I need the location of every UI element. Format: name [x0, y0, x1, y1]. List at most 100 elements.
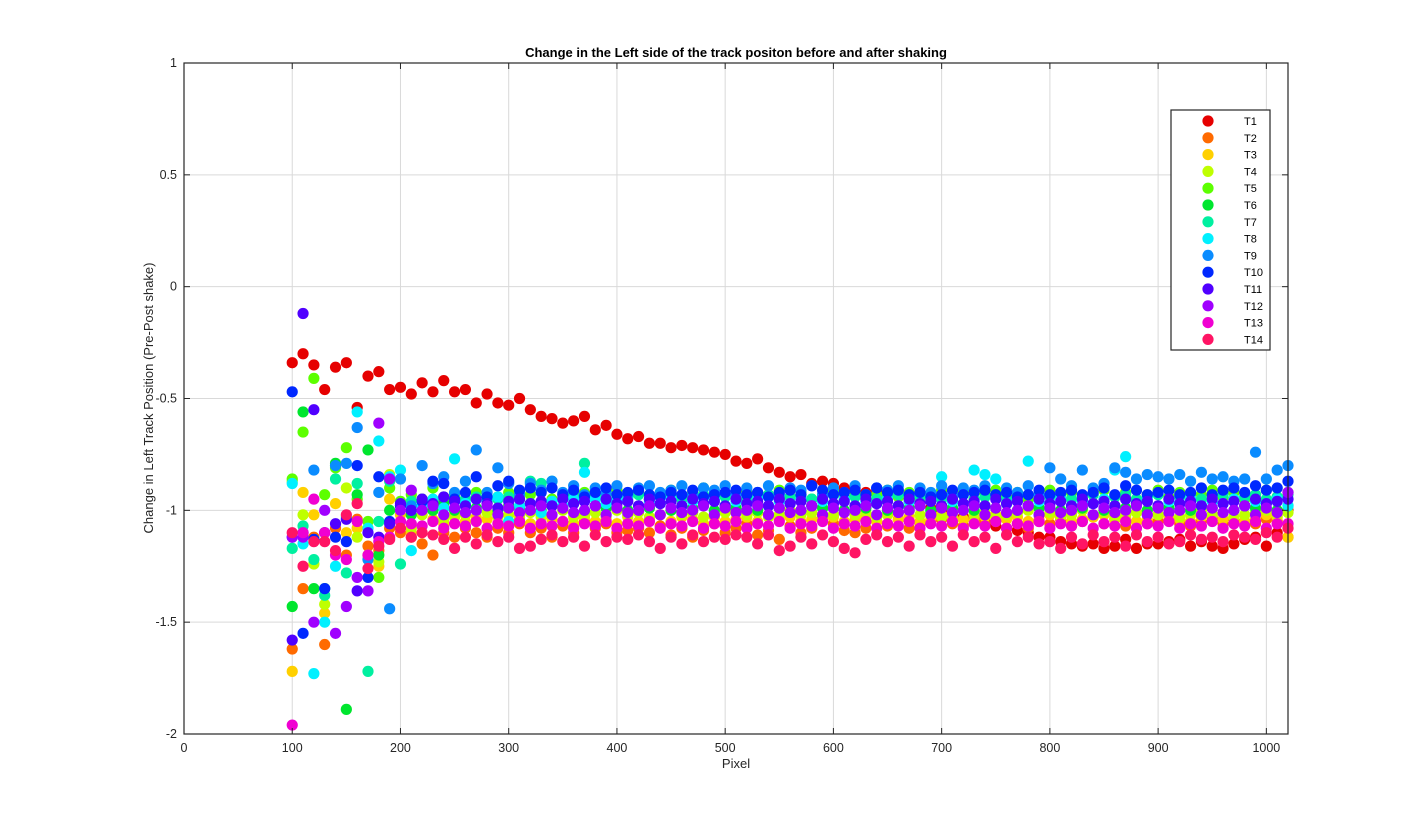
data-point [1011, 536, 1024, 548]
data-point [351, 585, 363, 597]
data-point [1152, 531, 1164, 543]
data-point [643, 527, 656, 539]
data-point [492, 397, 504, 409]
data-point [1217, 484, 1229, 496]
data-point [362, 527, 374, 539]
data-point [687, 493, 699, 505]
data-point [1239, 473, 1251, 485]
data-point [1260, 473, 1272, 485]
data-point [319, 638, 331, 651]
data-point [524, 504, 536, 516]
data-point [676, 439, 688, 452]
data-point [1098, 518, 1110, 530]
data-point [752, 453, 764, 465]
legend-label: T1 [1244, 116, 1257, 128]
data-point [622, 486, 634, 499]
legend-entry-t2: T2 [1202, 132, 1257, 145]
data-point [1130, 542, 1143, 554]
data-point [1217, 471, 1229, 483]
data-point [297, 406, 309, 418]
data-point [1033, 484, 1045, 496]
data-point [535, 533, 547, 546]
data-point [773, 493, 785, 505]
legend-label: T7 [1244, 217, 1257, 229]
data-point [524, 522, 536, 534]
data-point [1217, 522, 1229, 534]
data-point [297, 583, 309, 595]
data-point [470, 493, 482, 505]
legend-label: T9 [1244, 250, 1257, 262]
legend-entry-t13: T13 [1202, 317, 1263, 330]
data-point [589, 529, 601, 541]
series-t14 [286, 498, 1294, 575]
data-point [557, 515, 569, 528]
legend-marker [1202, 233, 1214, 245]
data-point [925, 509, 937, 521]
legend-label: T2 [1244, 133, 1257, 145]
data-point [816, 493, 829, 505]
data-point [1195, 509, 1208, 521]
data-point [1152, 520, 1164, 532]
data-point [459, 383, 472, 396]
data-point [914, 509, 926, 521]
data-point [1044, 522, 1056, 534]
data-point [373, 549, 385, 561]
data-point [1022, 520, 1034, 532]
data-point [362, 562, 374, 575]
data-point [1087, 509, 1099, 521]
data-point [979, 509, 991, 521]
data-point [1217, 506, 1229, 519]
data-point [308, 372, 320, 384]
legend-marker [1202, 149, 1214, 161]
data-point [827, 536, 840, 548]
data-point [470, 444, 482, 456]
data-point [568, 498, 580, 510]
data-point [459, 486, 472, 499]
data-point [1120, 493, 1132, 505]
data-point [968, 500, 980, 512]
data-point [427, 549, 439, 561]
data-point [373, 515, 385, 528]
data-point [892, 484, 904, 496]
data-point [990, 542, 1002, 554]
data-point [438, 491, 450, 503]
data-point [936, 489, 948, 501]
data-point [1239, 520, 1251, 532]
data-point [578, 504, 591, 516]
data-point [513, 392, 526, 405]
data-point [297, 426, 309, 438]
data-point [1076, 538, 1088, 550]
data-point [860, 500, 872, 512]
data-point [881, 536, 894, 548]
data-point [362, 571, 374, 584]
data-point [1000, 498, 1013, 510]
data-point [438, 533, 450, 546]
data-point [416, 538, 428, 550]
data-point [394, 504, 407, 516]
data-point [319, 607, 331, 619]
data-point [308, 509, 320, 521]
data-point [708, 446, 720, 458]
data-point [990, 502, 1002, 514]
data-point [1228, 495, 1240, 507]
data-point [632, 484, 645, 496]
data-point [1271, 518, 1283, 530]
legend-entry-t14: T14 [1202, 333, 1263, 346]
data-point [1228, 504, 1240, 516]
data-point [1195, 520, 1208, 532]
legend-marker [1202, 216, 1214, 228]
data-point [936, 502, 948, 514]
data-point [589, 520, 601, 532]
data-point [329, 544, 342, 557]
data-point [611, 522, 623, 534]
data-point [297, 560, 309, 572]
data-point [351, 531, 363, 543]
data-point [795, 518, 807, 530]
data-point [1206, 515, 1218, 528]
data-point [1260, 527, 1272, 539]
data-point [503, 475, 515, 487]
data-point [286, 634, 298, 646]
data-point [319, 583, 331, 595]
data-point [622, 518, 634, 530]
data-point [611, 531, 623, 543]
